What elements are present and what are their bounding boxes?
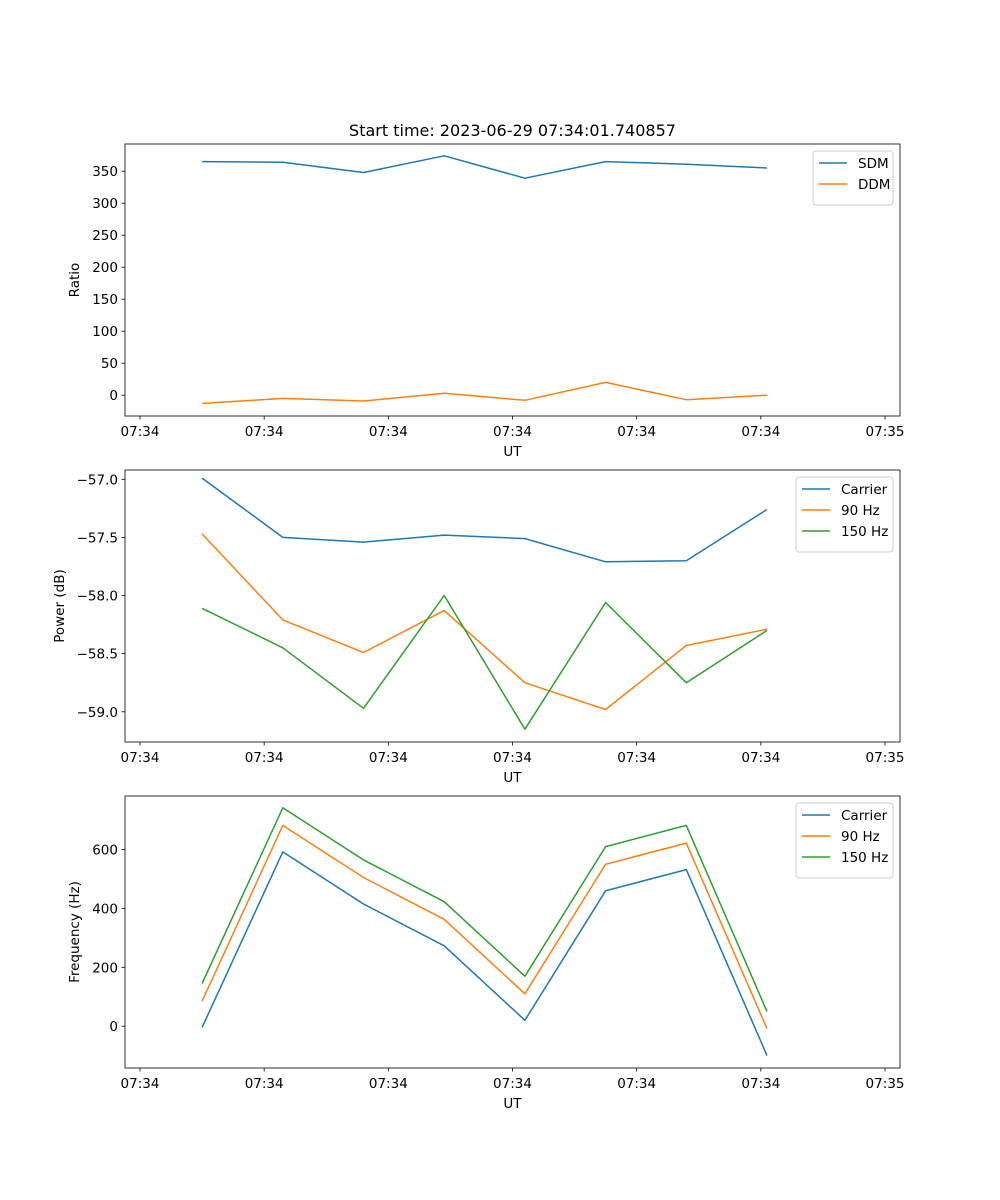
legend-box — [795, 802, 894, 879]
x-tick-label: 07:35 — [866, 750, 905, 766]
y-tick-label: −57.0 — [77, 472, 118, 488]
series-line-90-hz — [201, 533, 768, 711]
x-tick-label: 07:34 — [369, 1076, 408, 1092]
legend-label: SDM — [858, 156, 889, 172]
x-tick-label: 07:34 — [741, 1076, 780, 1092]
chart-panel-2: 07:34 07:34 07:34 07:34 07:34 07:34 07:35 −59.0… — [52, 469, 905, 786]
y-tick-label: 400 — [92, 901, 118, 917]
y-tick-label: 100 — [92, 324, 118, 340]
x-tick-label: 07:34 — [245, 1076, 284, 1092]
y-axis-label: Ratio — [67, 263, 83, 298]
x-tick-label: 07:34 — [245, 750, 284, 766]
y-tick-label: 350 — [92, 164, 118, 180]
x-tick-label: 07:34 — [493, 750, 532, 766]
x-axis-label: UT — [503, 770, 522, 786]
legend-box — [795, 476, 894, 553]
series-line-carrier — [201, 851, 768, 1056]
y-tick-label: 200 — [92, 260, 118, 276]
x-tick-label: 07:34 — [121, 424, 160, 440]
legend-label: 90 Hz — [841, 503, 880, 519]
legend: Carrier 90 Hz 150 Hz — [795, 476, 894, 553]
chart-panel-1: 07:34 07:34 07:34 07:34 07:34 07:34 07:35 0 50 10… — [67, 143, 905, 460]
series-line-90-hz — [201, 824, 768, 1029]
charts-container: 07:34 07:34 07:34 07:34 07:34 07:34 07:35 0 50 10… — [52, 143, 905, 1112]
figure-title: Start time: 2023-06-29 07:34:01.740857 — [349, 121, 676, 140]
x-tick-label: 07:34 — [493, 1076, 532, 1092]
x-tick-label: 07:34 — [121, 1076, 160, 1092]
legend: Carrier 90 Hz 150 Hz — [795, 802, 894, 879]
x-tick-label: 07:34 — [369, 750, 408, 766]
y-axis-label: Frequency (Hz) — [67, 881, 83, 983]
y-tick-label: −58.5 — [77, 647, 118, 663]
x-tick-label: 07:34 — [369, 424, 408, 440]
y-tick-label: 0 — [109, 1019, 118, 1035]
legend-label: 90 Hz — [841, 829, 880, 845]
y-axis-label: Power (dB) — [52, 569, 68, 642]
y-tick-label: −59.0 — [77, 705, 118, 721]
x-tick-label: 07:34 — [741, 424, 780, 440]
legend-label: 150 Hz — [841, 524, 888, 540]
x-tick-label: 07:34 — [617, 1076, 656, 1092]
legend-label: Carrier — [841, 482, 888, 498]
y-tick-label: 150 — [92, 292, 118, 308]
series-line-sdm — [202, 155, 768, 179]
x-tick-label: 07:35 — [866, 1076, 905, 1092]
y-tick-label: 50 — [101, 356, 118, 372]
x-axis-label: UT — [503, 444, 522, 460]
legend-box — [812, 150, 894, 206]
series-line-150-hz — [201, 807, 768, 1012]
legend-label: 150 Hz — [841, 850, 888, 866]
x-tick-label: 07:34 — [245, 424, 284, 440]
x-tick-label: 07:34 — [617, 424, 656, 440]
series-line-carrier — [201, 477, 768, 563]
y-tick-label: −58.0 — [77, 589, 118, 605]
series-line-ddm — [202, 381, 768, 405]
chart-panel-3: 07:34 07:34 07:34 07:34 07:34 07:34 07:35 0 200 4… — [67, 795, 905, 1112]
y-tick-label: 250 — [92, 228, 118, 244]
legend: SDM DDM — [812, 150, 894, 206]
y-tick-label: −57.5 — [77, 530, 118, 546]
y-tick-label: 300 — [92, 196, 118, 212]
x-tick-label: 07:34 — [493, 424, 532, 440]
x-tick-label: 07:35 — [866, 424, 905, 440]
legend-label: Carrier — [841, 808, 888, 824]
y-tick-label: 0 — [109, 388, 118, 404]
series-line-150-hz — [201, 594, 768, 730]
y-tick-label: 600 — [92, 843, 118, 859]
x-tick-label: 07:34 — [617, 750, 656, 766]
legend-label: DDM — [858, 177, 890, 193]
y-tick-label: 200 — [92, 960, 118, 976]
x-tick-label: 07:34 — [741, 750, 780, 766]
x-tick-label: 07:34 — [121, 750, 160, 766]
x-axis-label: UT — [503, 1096, 522, 1112]
